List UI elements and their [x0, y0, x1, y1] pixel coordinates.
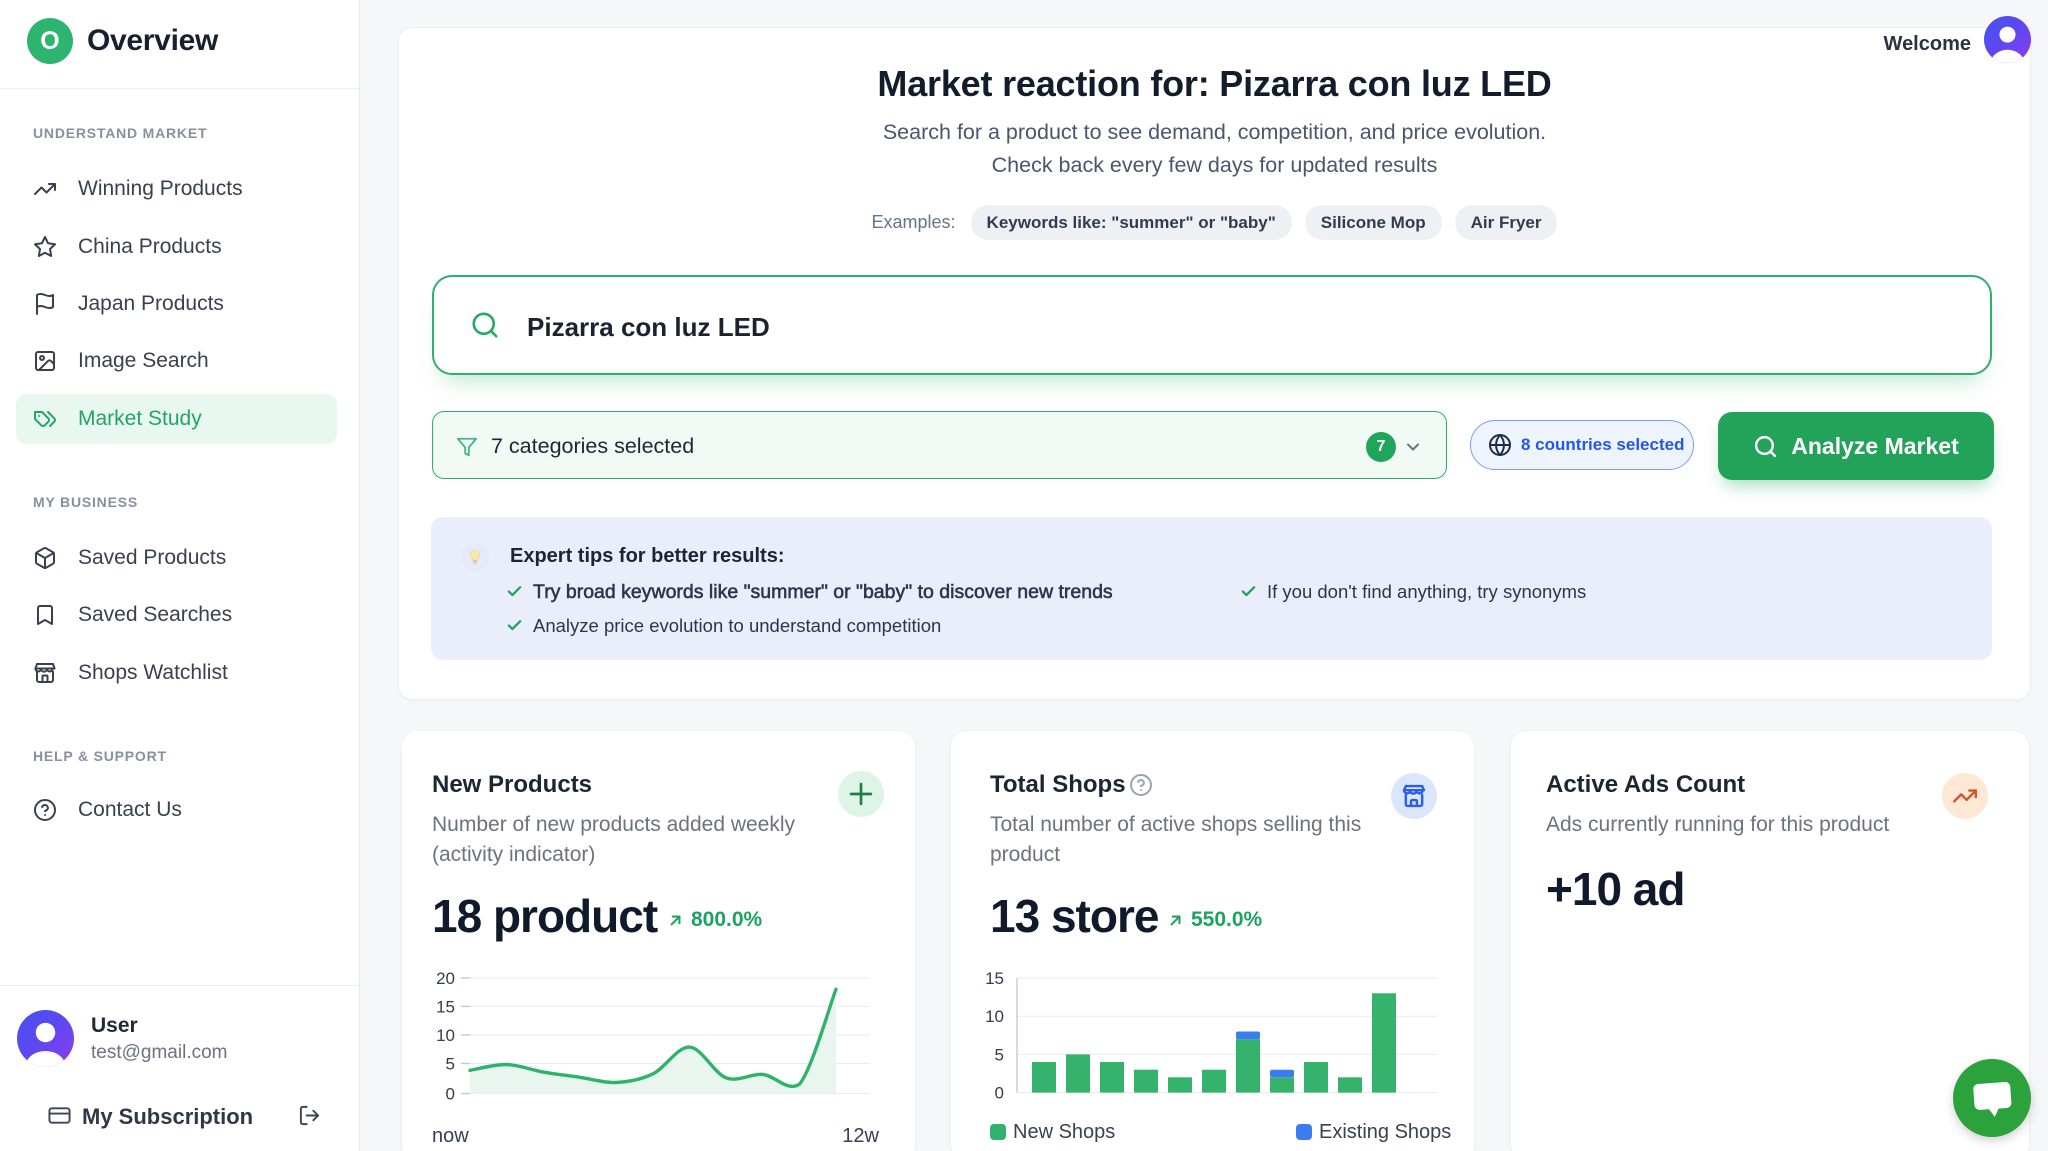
svg-text:15: 15: [985, 969, 1004, 988]
svg-text:now: now: [432, 1125, 469, 1147]
svg-text:20: 20: [436, 969, 455, 988]
svg-text:12w: 12w: [842, 1125, 879, 1147]
svg-text:10: 10: [985, 1007, 1004, 1026]
svg-text:5: 5: [446, 1055, 455, 1074]
svg-text:5: 5: [995, 1045, 1004, 1064]
svg-text:Existing Shops: Existing Shops: [1319, 1121, 1451, 1143]
svg-text:10: 10: [436, 1026, 455, 1045]
svg-text:0: 0: [446, 1085, 455, 1104]
svg-text:New Shops: New Shops: [1013, 1121, 1115, 1143]
svg-text:15: 15: [436, 997, 455, 1016]
svg-text:0: 0: [995, 1084, 1004, 1103]
